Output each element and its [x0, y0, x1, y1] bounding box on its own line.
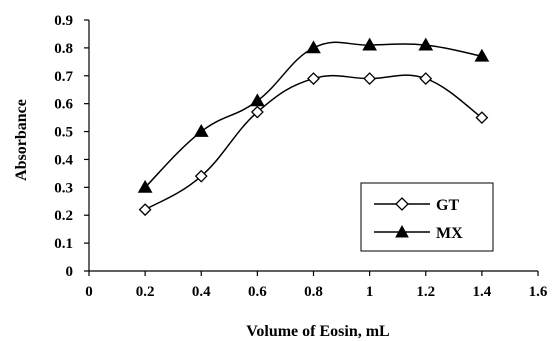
y-axis-title: Absorbance [13, 99, 30, 181]
data-point-gt [419, 72, 433, 85]
x-tick-label: 1.4 [473, 284, 492, 300]
data-point-gt [307, 72, 320, 85]
y-tick-label: 0.1 [54, 236, 73, 252]
data-point-gt [363, 72, 377, 85]
data-point-mx [137, 179, 153, 193]
y-tick-label: 0.3 [54, 180, 73, 196]
legend-label-gt: GT [436, 197, 459, 214]
y-tick-label: 0.9 [54, 13, 73, 29]
data-point-gt [475, 111, 489, 125]
y-tick-label: 0.6 [54, 97, 73, 113]
legend-box [360, 182, 494, 252]
plot-area: 0 0.2 0.4 0.6 0.8 1 1.2 1.4 1.6 0 0.1 0.2 0.3 0.4 0.5… [54, 13, 548, 300]
y-tick-label: 0.2 [54, 208, 73, 224]
x-tick-label: 0 [85, 284, 93, 300]
y-axis-ticks: 0 0.1 0.2 0.3 0.4 0.5 0.6 0.7 0.8 0.9 [54, 13, 89, 280]
data-point-mx [474, 48, 490, 62]
y-tick-label: 0 [66, 264, 74, 280]
series-mx [137, 37, 490, 193]
y-tick-label: 0.4 [54, 152, 73, 168]
y-tick-label: 0.7 [54, 69, 73, 85]
x-tick-label: 0.4 [192, 284, 211, 300]
x-tick-label: 1.2 [416, 284, 435, 300]
x-tick-label: 0.6 [248, 284, 267, 300]
legend: GT MX [360, 182, 494, 252]
series-gt [138, 72, 489, 217]
data-point-gt [138, 203, 152, 217]
data-point-mx [306, 40, 321, 54]
legend-marker-mx [395, 224, 409, 238]
data-point-gt [194, 169, 208, 183]
legend-label-mx: MX [436, 225, 463, 242]
data-point-mx [362, 37, 377, 51]
legend-marker-gt [395, 197, 409, 211]
x-tick-label: 0.2 [136, 284, 155, 300]
series-layer [137, 37, 490, 217]
data-point-mx [418, 37, 434, 51]
y-tick-label: 0.5 [54, 125, 73, 141]
y-tick-label: 0.8 [54, 41, 73, 57]
data-point-mx [250, 93, 265, 107]
x-axis-title: Volume of Eosin, mL [246, 323, 389, 340]
data-point-gt [250, 105, 264, 119]
series-line-mx [144, 41, 483, 188]
data-point-mx [193, 124, 209, 137]
x-tick-label: 0.8 [304, 284, 323, 300]
x-tick-label: 1.6 [529, 284, 548, 300]
x-tick-label: 1 [366, 284, 374, 300]
x-axis-ticks: 0 0.2 0.4 0.6 0.8 1 1.2 1.4 1.6 [85, 271, 548, 300]
